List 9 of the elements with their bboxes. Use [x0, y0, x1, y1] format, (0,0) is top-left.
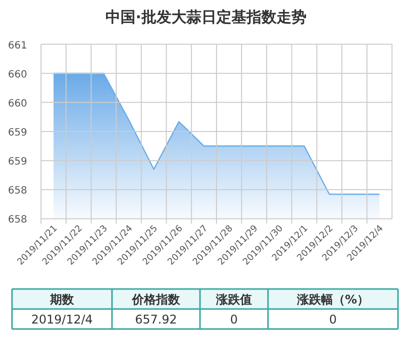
y-tick-label: 658 [8, 214, 28, 226]
table: 期数 价格指数 涨跌值 涨跌幅（%） 2019/12/4 657.92 0 0 [11, 288, 399, 330]
y-tick-label: 660 [8, 69, 28, 80]
y-tick-label: 659 [8, 128, 28, 138]
y-tick-label: 660 [8, 98, 28, 110]
y-tick-label: 658 [8, 186, 28, 197]
y-tick-label: 661 [8, 40, 28, 52]
y-tick-label: 659 [8, 156, 28, 168]
chart-title: 中国·批发大蒜日定基指数走势 [106, 8, 306, 26]
